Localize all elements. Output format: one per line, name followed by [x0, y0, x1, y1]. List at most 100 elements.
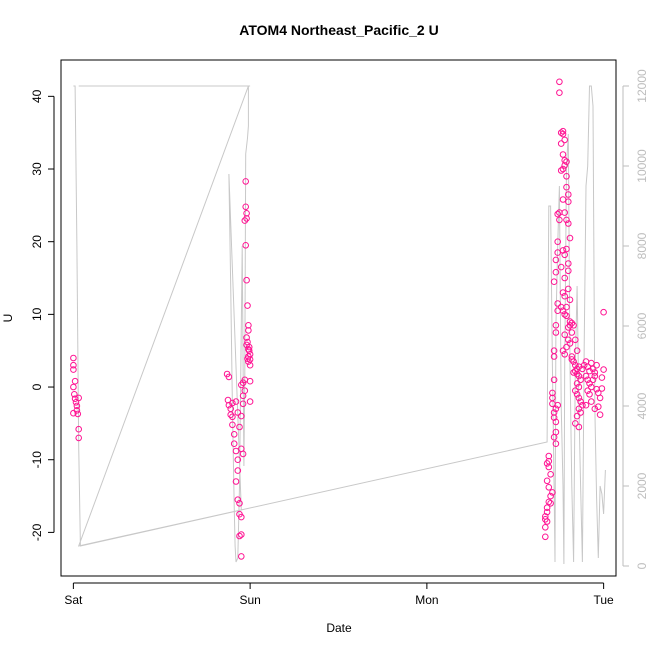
- data-point: [561, 274, 569, 282]
- data-point: [242, 178, 249, 185]
- data-point: [239, 400, 247, 408]
- secondary-y-tick-label: 6000: [635, 312, 649, 339]
- data-point: [565, 267, 572, 275]
- data-point: [598, 385, 606, 392]
- data-point: [586, 391, 593, 398]
- data-point: [557, 263, 565, 271]
- data-point: [232, 398, 240, 405]
- data-point: [566, 322, 574, 329]
- data-point: [234, 456, 242, 464]
- data-point: [245, 322, 252, 329]
- data-point: [236, 532, 243, 540]
- data-point: [559, 307, 567, 315]
- data-point: [552, 418, 560, 426]
- data-point: [559, 127, 567, 135]
- data-point: [549, 400, 556, 408]
- data-point: [545, 463, 553, 471]
- data-point: [572, 387, 579, 395]
- data-point: [550, 414, 558, 421]
- data-point: [554, 238, 562, 245]
- data-point: [591, 369, 599, 376]
- data-point: [545, 498, 553, 506]
- data-point: [568, 329, 576, 336]
- data-point: [543, 477, 551, 485]
- data-point: [238, 513, 245, 521]
- secondary-y-tick-label: 10000: [635, 149, 649, 183]
- data-point: [572, 336, 579, 344]
- data-point: [588, 383, 595, 391]
- data-point: [596, 394, 604, 402]
- data-point: [565, 220, 572, 227]
- data-point: [75, 425, 82, 433]
- data-point: [588, 359, 595, 367]
- data-point: [244, 302, 251, 309]
- data-point: [550, 278, 558, 286]
- data-point: [563, 312, 570, 320]
- data-point: [588, 398, 595, 405]
- data-point: [565, 198, 572, 205]
- data-point: [238, 553, 245, 560]
- data-point: [545, 452, 553, 460]
- data-point: [234, 467, 242, 474]
- secondary-y-tick-label: 0: [635, 562, 649, 569]
- y-tick-label: 20: [30, 235, 44, 249]
- y-tick-label: 40: [30, 89, 44, 103]
- data-point: [554, 401, 562, 409]
- data-point: [543, 504, 551, 512]
- y-tick-label: 0: [30, 383, 44, 390]
- data-point: [559, 165, 567, 173]
- data-point: [598, 374, 606, 381]
- data-point: [543, 460, 551, 467]
- data-point: [584, 387, 592, 395]
- data-point: [71, 391, 78, 398]
- data-point: [75, 434, 82, 442]
- data-point: [552, 440, 560, 448]
- data-point: [557, 140, 565, 147]
- x-axis: Sat Sun Mon Tue: [64, 582, 614, 607]
- data-point: [563, 343, 570, 351]
- data-point: [229, 421, 236, 429]
- data-point: [561, 292, 569, 300]
- secondary-series-line: [73, 85, 606, 565]
- data-point: [549, 389, 556, 397]
- secondary-y-tick-label: 2000: [635, 472, 649, 499]
- data-point: [556, 216, 563, 224]
- data-point: [575, 383, 583, 391]
- data-point: [563, 183, 570, 191]
- plot-frame: [60, 59, 617, 577]
- data-point: [575, 372, 583, 380]
- data-point: [561, 331, 569, 339]
- data-point: [570, 369, 577, 376]
- data-point: [244, 355, 251, 363]
- data-point: [573, 370, 581, 378]
- x-tick-label: Sun: [239, 593, 260, 607]
- data-point: [70, 383, 77, 391]
- data-point: [565, 260, 572, 267]
- data-point: [73, 402, 81, 410]
- y-axis: -20 -10 0 10 20 30 40: [30, 89, 55, 541]
- data-point: [236, 423, 243, 431]
- data-point: [570, 322, 577, 329]
- data-point: [563, 245, 570, 253]
- secondary-y-axis: 0 2000 4000 6000 8000 10000 12000: [622, 69, 649, 569]
- data-point: [547, 471, 554, 478]
- data-point: [573, 380, 581, 387]
- data-point: [579, 365, 586, 373]
- data-point: [556, 78, 563, 86]
- data-point: [554, 249, 562, 256]
- data-point: [242, 203, 249, 211]
- data-point: [243, 276, 250, 284]
- data-point: [554, 307, 562, 315]
- plot-area: [70, 78, 607, 565]
- data-point: [559, 289, 567, 296]
- data-point: [589, 365, 597, 373]
- data-point: [229, 413, 236, 421]
- data-point: [70, 354, 77, 362]
- data-point: [552, 329, 560, 336]
- data-point: [582, 401, 590, 409]
- data-point: [545, 484, 553, 491]
- data-point: [547, 492, 554, 500]
- data-point: [238, 531, 245, 538]
- data-point: [245, 358, 252, 365]
